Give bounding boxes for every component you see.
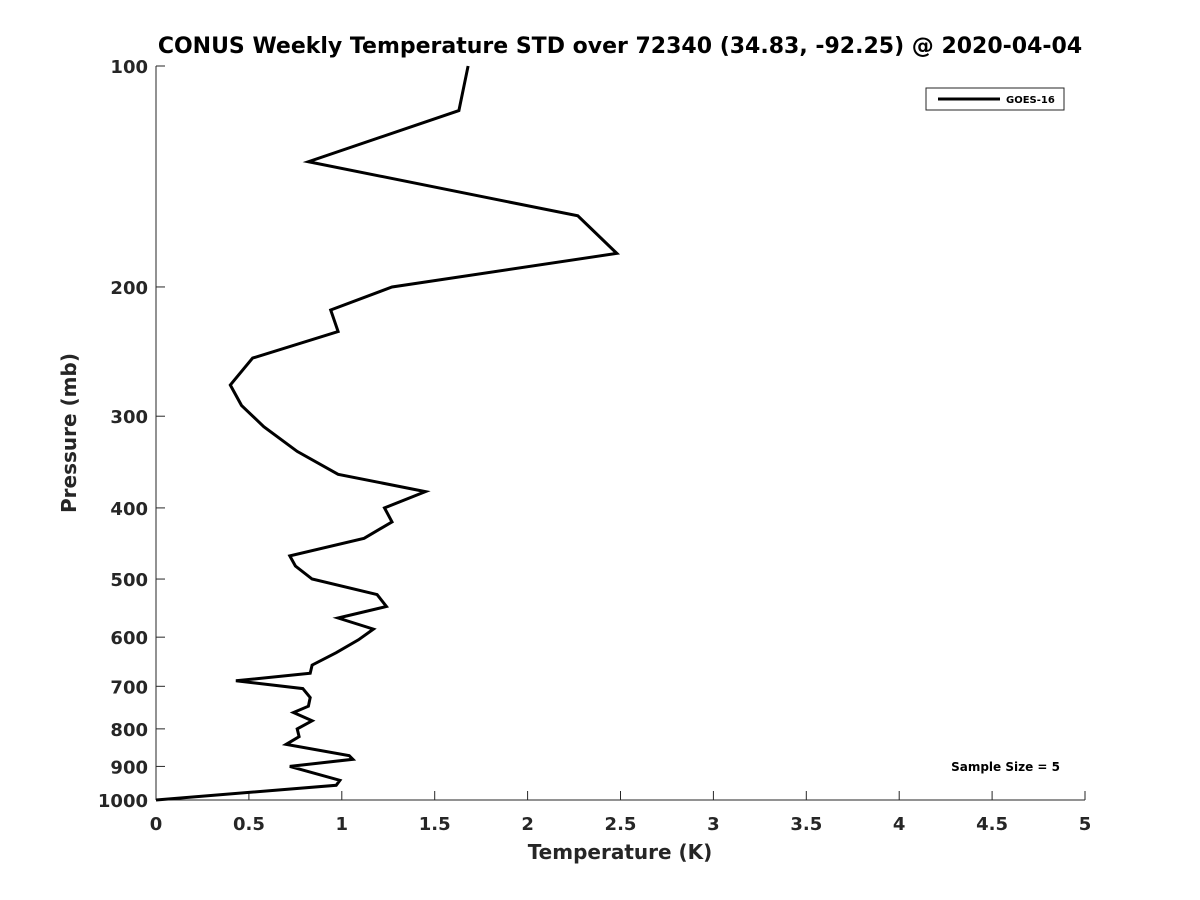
y-tick-label: 500 xyxy=(110,570,148,591)
y-tick-label: 300 xyxy=(110,407,148,428)
legend-label-goes-16: GOES-16 xyxy=(1006,95,1055,106)
x-ticks: 0 0.5 1 1.5 2 2.5 3 3.5 4 4.5 5 xyxy=(150,791,1092,835)
chart-title: CONUS Weekly Temperature STD over 72340 … xyxy=(158,34,1082,59)
y-tick-label: 100 xyxy=(110,57,148,78)
series-line-0 xyxy=(155,65,621,802)
y-tick-label: 200 xyxy=(110,278,148,299)
x-tick-label: 5 xyxy=(1079,814,1092,835)
legend: GOES-16 xyxy=(925,87,1065,111)
x-tick-label: 0 xyxy=(150,814,163,835)
sample-size-annotation: Sample Size = 5 xyxy=(951,760,1060,774)
series-layer xyxy=(155,65,621,802)
y-tick-label: 900 xyxy=(110,757,148,778)
x-tick-label: 4 xyxy=(893,814,906,835)
x-tick-label: 1 xyxy=(336,814,349,835)
y-axis-label: Pressure (mb) xyxy=(57,353,81,513)
x-axis-label: Temperature (K) xyxy=(528,840,713,864)
x-tick-label: 1.5 xyxy=(419,814,451,835)
x-tick-label: 0.5 xyxy=(233,814,265,835)
x-tick-label: 2.5 xyxy=(605,814,637,835)
x-tick-label: 3 xyxy=(707,814,720,835)
y-tick-label: 600 xyxy=(110,628,148,649)
x-tick-label: 4.5 xyxy=(976,814,1008,835)
y-tick-label: 700 xyxy=(110,677,148,698)
x-tick-label: 3.5 xyxy=(790,814,822,835)
y-ticks: 100 200 300 400 500 600 700 800 900 1000 xyxy=(98,57,165,812)
x-tick-label: 2 xyxy=(521,814,534,835)
axes xyxy=(155,66,1085,801)
y-tick-label: 400 xyxy=(110,499,148,520)
y-tick-label: 1000 xyxy=(98,791,148,812)
y-tick-label: 800 xyxy=(110,720,148,741)
